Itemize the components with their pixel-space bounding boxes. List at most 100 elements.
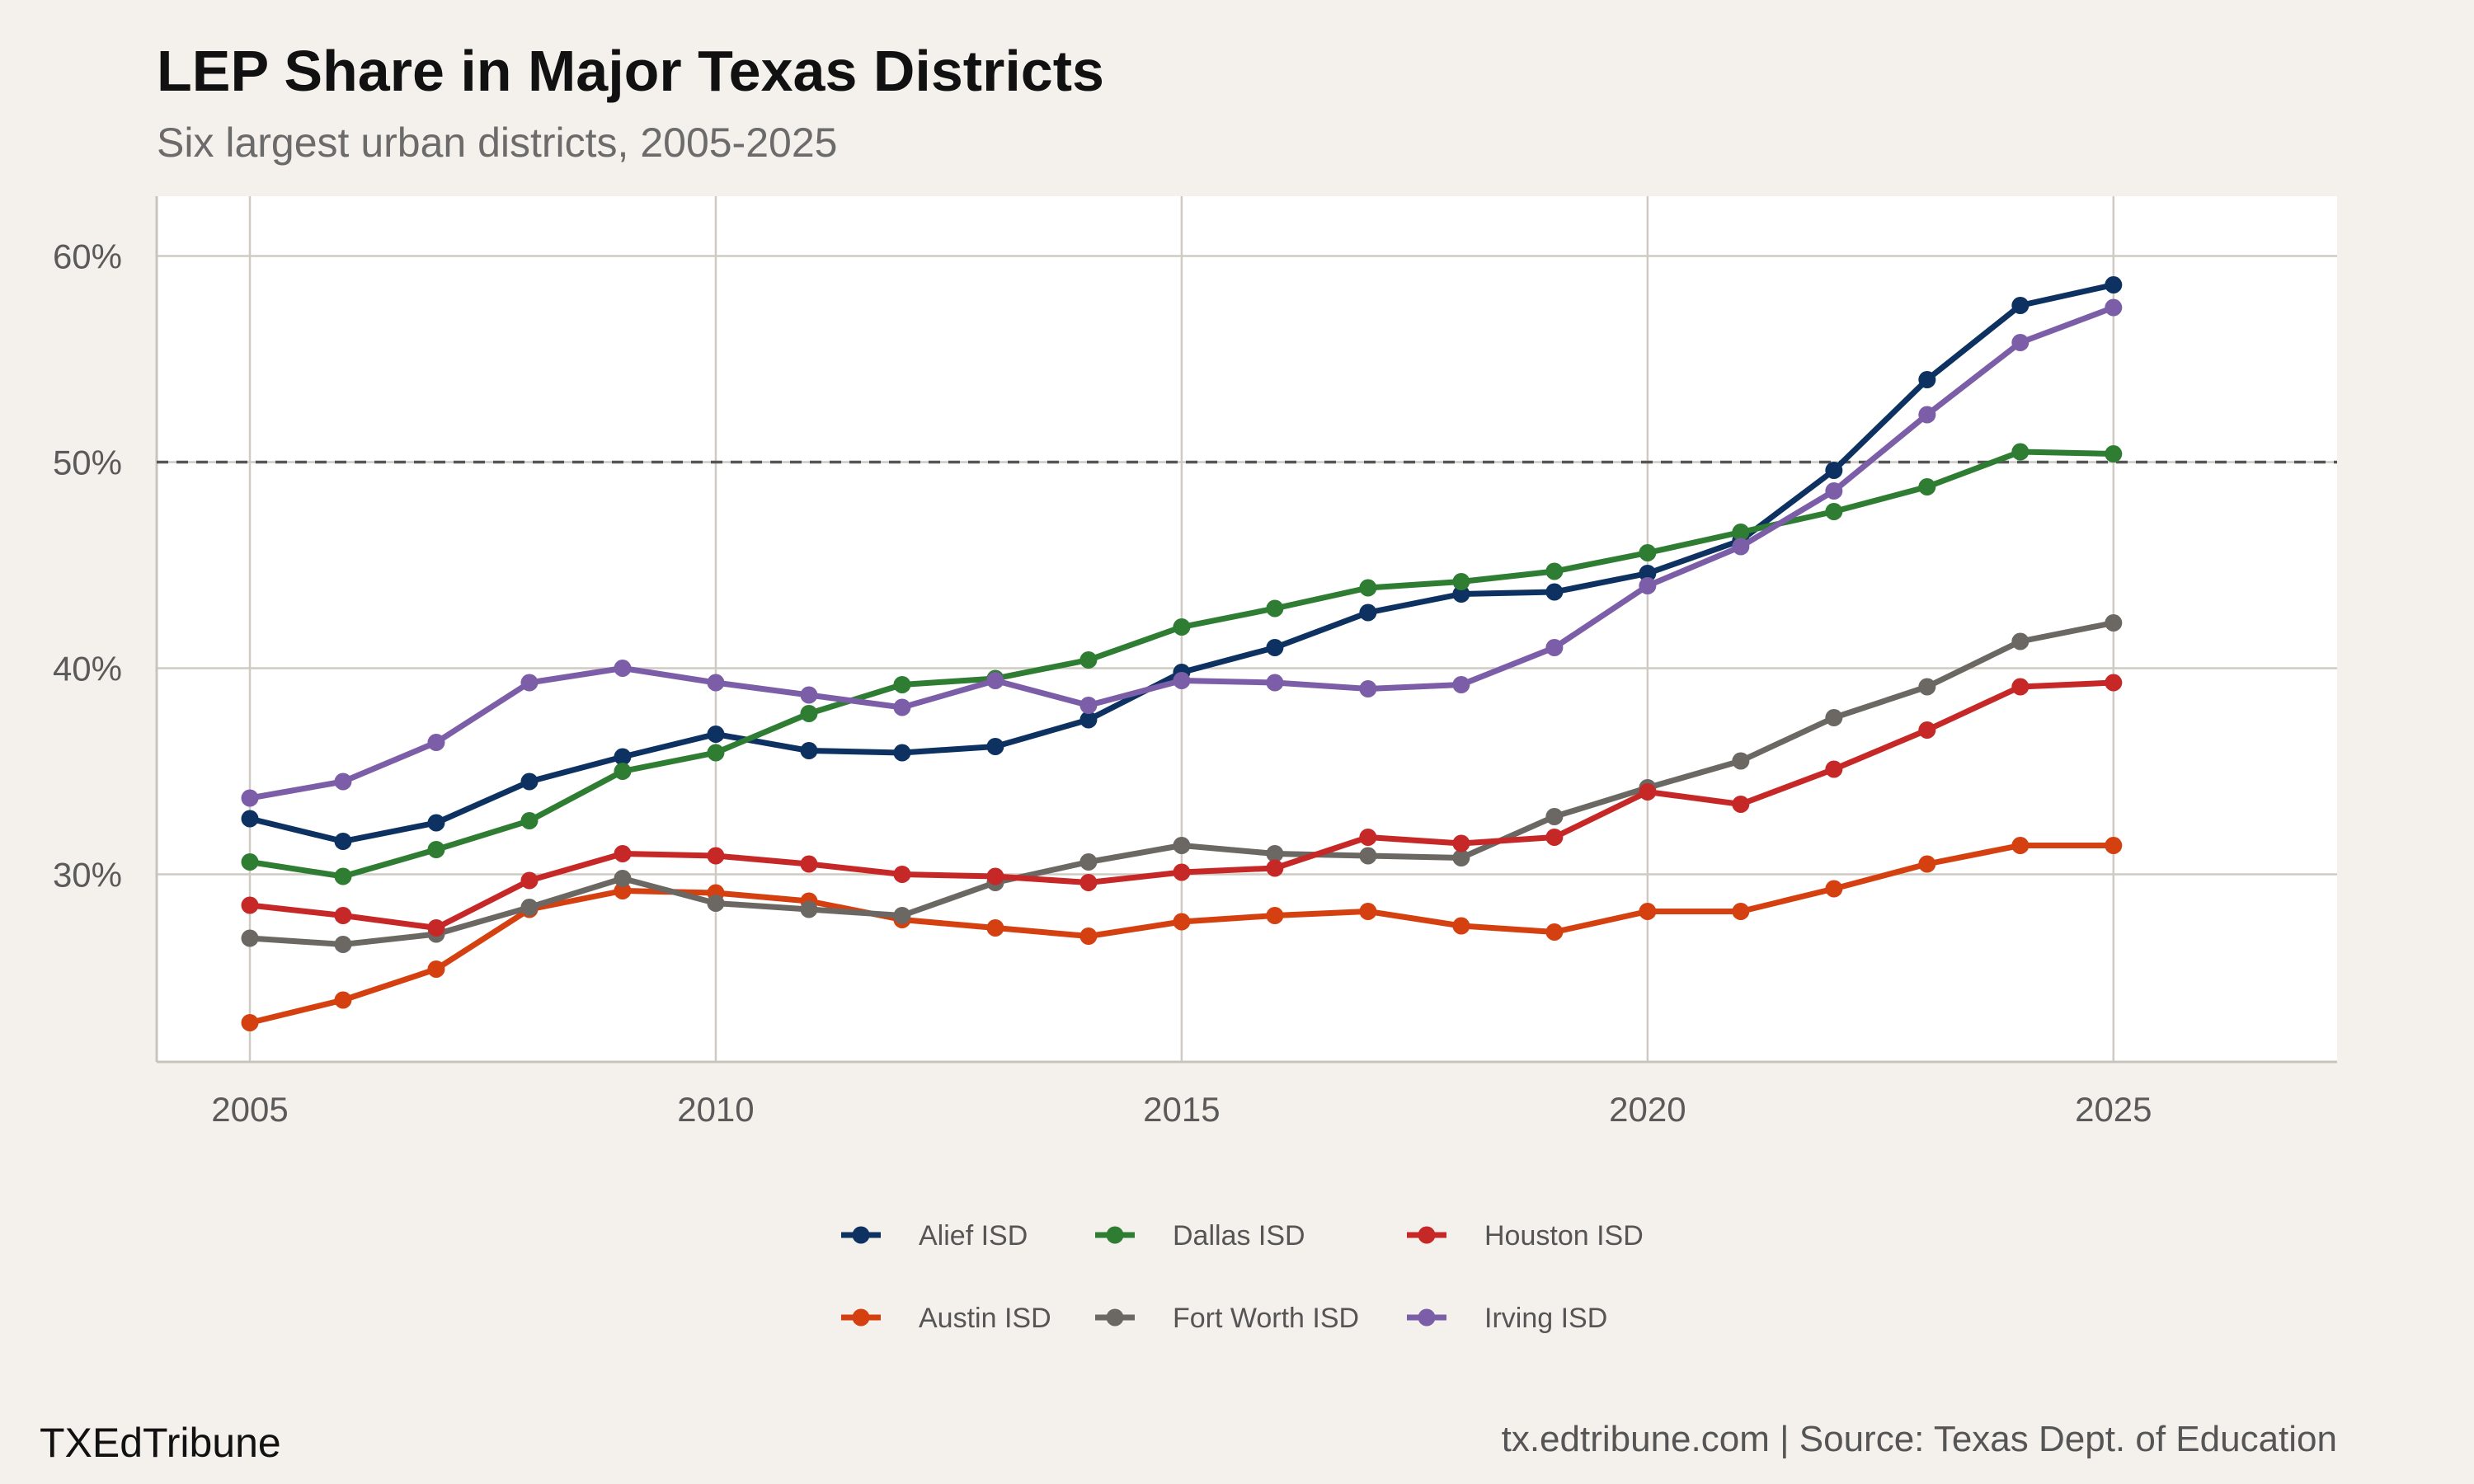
legend-key-dot — [1418, 1226, 1436, 1244]
data-point-austin-isd — [614, 882, 632, 899]
data-point-austin-isd — [1825, 880, 1843, 898]
data-point-irving-isd — [1918, 406, 1936, 424]
data-point-dallas-isd — [241, 853, 259, 871]
data-point-alief-isd — [2105, 276, 2123, 294]
data-point-austin-isd — [1452, 917, 1470, 935]
data-point-irving-isd — [800, 686, 818, 704]
legend: Alief ISD Dallas ISD Houston ISD Austin ISD… — [841, 1220, 1644, 1334]
data-point-alief-isd — [1545, 583, 1564, 601]
data-point-dallas-isd — [520, 812, 539, 829]
data-point-houston-isd — [1452, 834, 1470, 852]
data-point-irving-isd — [614, 660, 632, 677]
data-point-irving-isd — [2105, 298, 2123, 317]
data-point-fort-worth-isd — [1266, 845, 1284, 862]
legend-key-dot — [1418, 1308, 1436, 1327]
data-point-irving-isd — [241, 789, 259, 807]
data-point-alief-isd — [1079, 711, 1098, 729]
data-point-irving-isd — [707, 674, 725, 692]
data-point-austin-isd — [2011, 837, 2030, 854]
data-point-fort-worth-isd — [1918, 678, 1936, 696]
legend-label: Austin ISD — [919, 1303, 1051, 1334]
data-point-alief-isd — [520, 773, 539, 791]
data-point-austin-isd — [1639, 903, 1657, 920]
series-houston-isd — [241, 674, 2123, 937]
data-point-houston-isd — [1079, 874, 1098, 891]
data-point-irving-isd — [427, 734, 445, 751]
legend-key-dot — [1106, 1308, 1124, 1327]
data-point-houston-isd — [1545, 829, 1564, 846]
data-point-dallas-isd — [1452, 573, 1470, 590]
brand-label: TXEdTribune — [40, 1420, 281, 1466]
data-point-houston-isd — [427, 919, 445, 937]
data-point-irving-isd — [1173, 672, 1191, 689]
data-point-austin-isd — [1918, 855, 1936, 873]
data-point-fort-worth-isd — [1732, 752, 1750, 770]
legend-label: Dallas ISD — [1173, 1220, 1305, 1252]
data-point-irving-isd — [1545, 639, 1564, 656]
data-point-houston-isd — [2011, 678, 2030, 696]
data-point-dallas-isd — [614, 763, 632, 780]
data-point-austin-isd — [427, 960, 445, 978]
series-group — [241, 276, 2123, 1031]
data-point-fort-worth-isd — [241, 929, 259, 947]
data-point-alief-isd — [986, 738, 1004, 755]
data-point-houston-isd — [241, 896, 259, 914]
axes — [155, 196, 2337, 1064]
data-point-fort-worth-isd — [1359, 847, 1377, 865]
data-point-houston-isd — [893, 866, 911, 883]
data-point-dallas-isd — [893, 676, 911, 693]
data-point-alief-isd — [241, 810, 259, 828]
data-point-austin-isd — [1732, 903, 1750, 920]
plot-panel — [157, 196, 2337, 1062]
data-point-austin-isd — [1359, 903, 1377, 920]
data-point-alief-isd — [800, 742, 818, 759]
data-point-dallas-isd — [2105, 445, 2123, 463]
x-tick-label: 2005 — [211, 1090, 288, 1129]
data-point-alief-isd — [1452, 585, 1470, 603]
x-tick-label: 2025 — [2075, 1090, 2152, 1129]
data-point-alief-isd — [1359, 603, 1377, 622]
data-point-dallas-isd — [1079, 651, 1098, 669]
data-point-dallas-isd — [707, 744, 725, 762]
data-point-dallas-isd — [1918, 478, 1936, 495]
data-point-dallas-isd — [427, 841, 445, 858]
data-point-austin-isd — [2105, 837, 2123, 854]
data-point-alief-isd — [1825, 462, 1843, 479]
data-point-dallas-isd — [1266, 599, 1284, 618]
data-point-houston-isd — [1639, 783, 1657, 801]
legend-key-dot — [1106, 1226, 1124, 1244]
data-point-fort-worth-isd — [893, 907, 911, 924]
data-point-fort-worth-isd — [800, 900, 818, 918]
legend-item: Fort Worth ISD — [1095, 1303, 1359, 1334]
legend-label: Houston ISD — [1484, 1220, 1644, 1252]
data-point-houston-isd — [520, 871, 539, 890]
data-point-austin-isd — [1173, 913, 1191, 931]
source-note: tx.edtribune.com | Source: Texas Dept. o… — [1502, 1419, 2337, 1459]
data-point-houston-isd — [707, 847, 725, 865]
series-irving-isd — [241, 298, 2123, 807]
data-point-irving-isd — [1825, 482, 1843, 500]
data-point-irving-isd — [520, 674, 539, 692]
data-point-alief-isd — [2011, 297, 2030, 314]
data-point-irving-isd — [893, 698, 911, 716]
data-point-irving-isd — [1359, 680, 1377, 697]
legend-label: Fort Worth ISD — [1173, 1303, 1359, 1334]
data-point-alief-isd — [334, 833, 352, 850]
data-point-houston-isd — [1359, 829, 1377, 846]
data-point-dallas-isd — [1639, 544, 1657, 561]
data-point-austin-isd — [241, 1014, 259, 1031]
data-point-alief-isd — [893, 744, 911, 762]
data-point-houston-isd — [1266, 859, 1284, 877]
data-point-houston-isd — [986, 867, 1004, 885]
data-point-austin-isd — [334, 991, 352, 1009]
data-point-houston-isd — [2105, 674, 2123, 692]
y-tick-label: 40% — [53, 650, 122, 688]
data-point-austin-isd — [1079, 928, 1098, 945]
data-point-alief-isd — [1266, 639, 1284, 656]
data-point-irving-isd — [1639, 577, 1657, 594]
data-point-irving-isd — [986, 672, 1004, 689]
data-point-fort-worth-isd — [2105, 614, 2123, 632]
data-point-alief-isd — [707, 726, 725, 743]
data-point-fort-worth-isd — [2011, 632, 2030, 650]
x-tick-label: 2020 — [1609, 1090, 1686, 1129]
